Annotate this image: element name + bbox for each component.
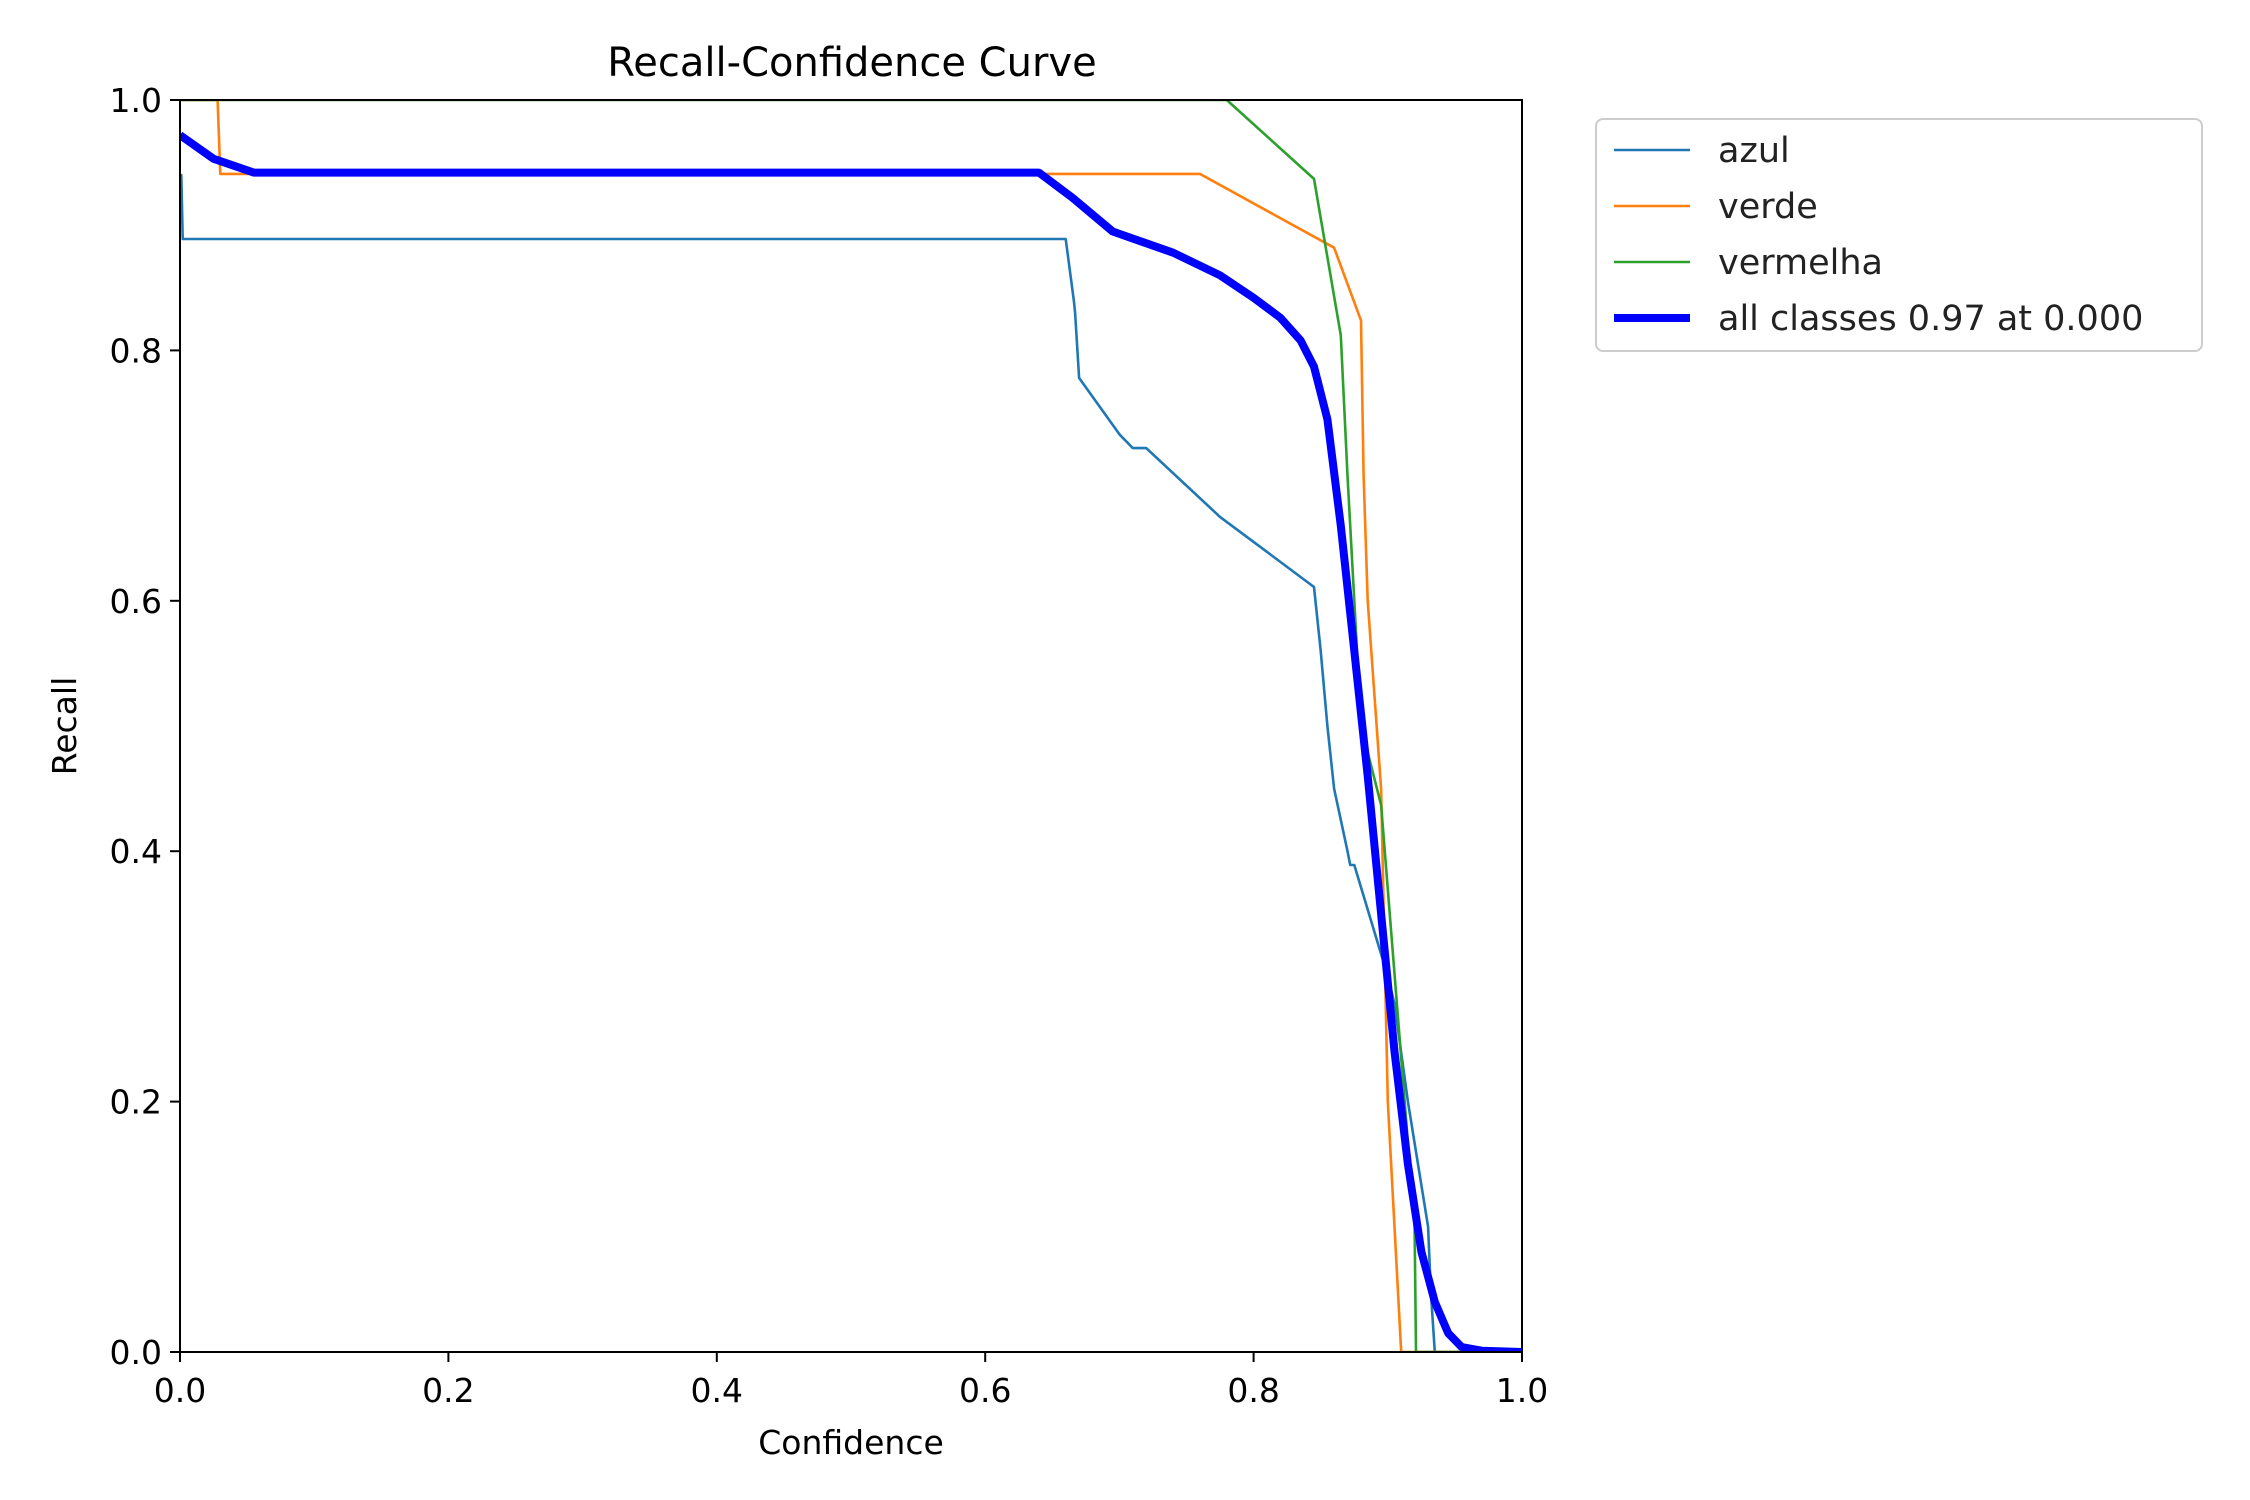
y-tick-label: 1.0 [110, 81, 162, 120]
chart-title: Recall-Confidence Curve [607, 40, 1096, 86]
x-axis: 0.0 0.2 0.4 0.6 0.8 1.0 [154, 1352, 1548, 1410]
legend-label: vermelha [1718, 243, 1883, 283]
y-tick-label: 0.8 [110, 331, 162, 370]
legend-label: verde [1718, 187, 1818, 227]
y-tick-label: 0.2 [110, 1083, 162, 1122]
series-line-azul [180, 173, 1522, 1352]
legend-label: azul [1718, 131, 1790, 171]
x-tick-label: 0.6 [959, 1371, 1011, 1410]
legend: azul verde vermelha all classes 0.97 at 0.0… [1595, 118, 2203, 352]
series-line-vermelha [180, 100, 1522, 1352]
x-tick-label: 0.0 [154, 1371, 206, 1410]
y-axis-title: Recall [45, 677, 84, 775]
series-layer [180, 100, 1522, 1352]
x-tick-label: 1.0 [1496, 1371, 1548, 1410]
series-line-verde [180, 100, 1522, 1352]
x-tick-label: 0.2 [422, 1371, 474, 1410]
x-tick-label: 0.4 [691, 1371, 743, 1410]
y-axis: 0.0 0.2 0.4 0.6 0.8 1.0 [110, 81, 180, 1372]
legend-label: all classes 0.97 at 0.000 [1718, 299, 2143, 339]
legend-box [1595, 118, 2203, 352]
y-tick-label: 0.4 [110, 832, 162, 871]
series-line-all-classes [180, 131, 1522, 1352]
x-tick-label: 0.8 [1227, 1371, 1279, 1410]
x-axis-title: Confidence [758, 1423, 944, 1462]
y-tick-label: 0.0 [110, 1333, 162, 1372]
y-tick-label: 0.6 [110, 582, 162, 621]
plot-frame [179, 99, 1523, 1353]
